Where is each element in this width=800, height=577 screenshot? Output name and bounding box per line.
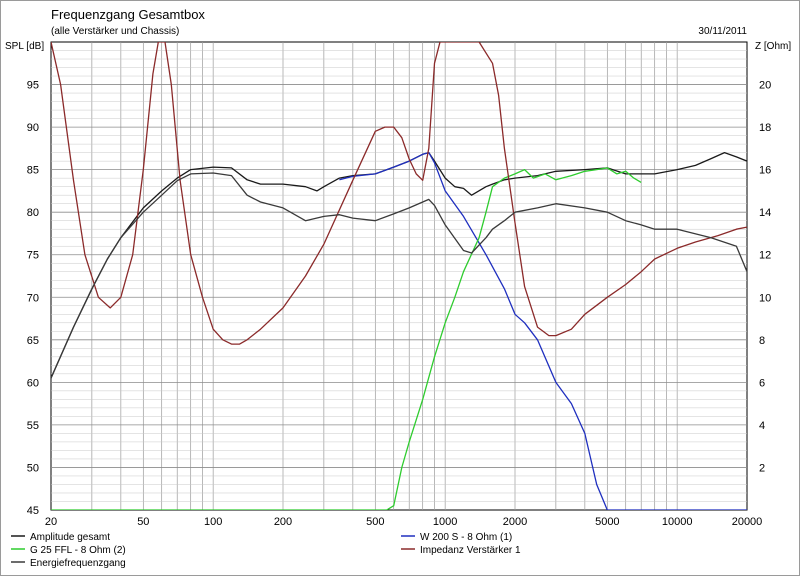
x-tick-label: 100 [204, 516, 222, 528]
y-right-tick-label: 12 [759, 250, 771, 262]
x-tick-label: 10000 [662, 516, 693, 528]
legend-label: W 200 S - 8 Ohm (1) [420, 532, 512, 543]
series-line-impedanz-verst-rker-1 [51, 42, 747, 345]
series-line-g-25-ffl-8-ohm-2 [51, 167, 642, 510]
x-tick-label: 20000 [732, 516, 763, 528]
x-tick-label: 500 [366, 516, 384, 528]
x-tick-label: 1000 [433, 516, 457, 528]
y-left-tick-label: 70 [27, 292, 39, 304]
legend-label: G 25 FFL - 8 Ohm (2) [30, 545, 126, 556]
y-right-tick-label: 4 [759, 420, 765, 432]
y-right-tick-label: 6 [759, 377, 765, 389]
y-left-tick-label: 60 [27, 377, 39, 389]
tick-labels: 20 50 100 200 500 1000 2000 5000 10000 20000 45 50 5… [27, 80, 772, 528]
y-left-tick-label: 85 [27, 165, 39, 177]
chart-subtitle: (alle Verstärker und Chassis) [51, 26, 179, 37]
series-line-w-200-s-8-ohm-1 [339, 151, 747, 510]
y-left-tick-label: 50 [27, 462, 39, 474]
series-line-energiefrequenzgang [51, 172, 747, 379]
plot-area [50, 41, 748, 511]
x-tick-label: 5000 [595, 516, 619, 528]
y-axis-right-label: Z [Ohm] [755, 41, 791, 52]
y-right-tick-label: 10 [759, 292, 771, 304]
legend: Amplitude gesamt W 200 S - 8 Ohm (1) G 25 … [11, 532, 521, 569]
legend-label: Energiefrequenzgang [30, 558, 126, 569]
grid [50, 41, 748, 511]
y-left-tick-label: 80 [27, 207, 39, 219]
y-right-tick-label: 8 [759, 335, 765, 347]
x-tick-label: 20 [45, 516, 57, 528]
x-tick-label: 50 [137, 516, 149, 528]
y-left-tick-label: 45 [27, 505, 39, 517]
y-right-tick-label: 18 [759, 122, 771, 134]
y-right-tick-label: 20 [759, 80, 771, 92]
y-left-tick-label: 55 [27, 420, 39, 432]
series-group [51, 42, 747, 510]
y-left-tick-label: 95 [27, 80, 39, 92]
y-axis-left-label: SPL [dB] [5, 41, 44, 52]
y-right-tick-label: 16 [759, 165, 771, 177]
x-tick-label: 200 [274, 516, 292, 528]
y-right-tick-label: 14 [759, 207, 771, 219]
y-left-tick-label: 75 [27, 250, 39, 262]
y-right-tick-label: 2 [759, 462, 765, 474]
legend-label: Impedanz Verstärker 1 [420, 545, 521, 556]
y-left-tick-label: 65 [27, 335, 39, 347]
y-left-tick-label: 90 [27, 122, 39, 134]
legend-label: Amplitude gesamt [30, 532, 110, 543]
chart-date: 30/11/2011 [698, 26, 747, 37]
x-tick-label: 2000 [503, 516, 527, 528]
chart-title: Frequenzgang Gesamtbox [51, 7, 205, 22]
